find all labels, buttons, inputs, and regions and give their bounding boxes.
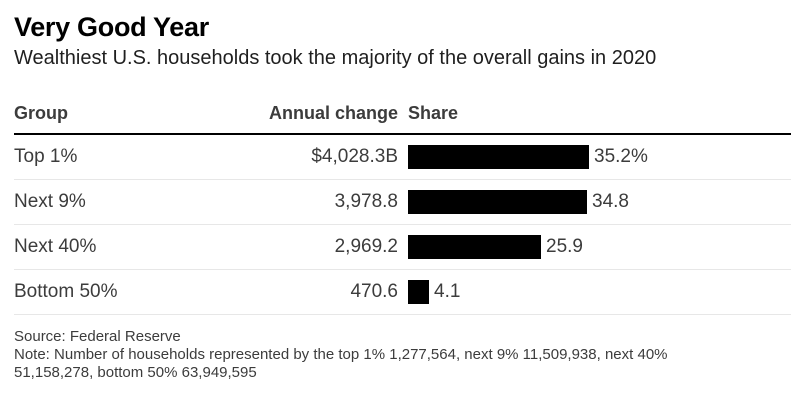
column-header-share: Share	[408, 103, 459, 123]
chart-subtitle: Wealthiest U.S. households took the majo…	[14, 47, 657, 69]
group-label: Top 1%	[14, 146, 78, 167]
annual-change-value: 3,978.8	[334, 191, 398, 212]
column-header-annual-change: Annual change	[268, 103, 398, 123]
share-value-label: 4.1	[434, 281, 461, 302]
share-bar	[408, 145, 589, 169]
chart-title: Very Good Year	[14, 12, 209, 42]
source-line: Source: Federal Reserve	[14, 328, 181, 345]
share-value-label: 34.8	[592, 191, 629, 212]
data-table: Group Annual change Share Top 1% $4,028.…	[14, 97, 791, 315]
share-cell: 4.1	[408, 280, 791, 304]
share-bar	[408, 190, 587, 214]
share-cell: 35.2%	[408, 145, 791, 169]
group-label: Bottom 50%	[14, 281, 118, 302]
share-cell: 34.8	[408, 190, 791, 214]
share-value-label: 25.9	[546, 236, 583, 257]
group-label: Next 9%	[14, 191, 86, 212]
table-row: Next 40% 2,969.2 25.9	[14, 225, 791, 270]
column-header-group: Group	[14, 103, 68, 123]
group-label: Next 40%	[14, 236, 97, 257]
table-row: Next 9% 3,978.8 34.8	[14, 180, 791, 225]
table-row: Top 1% $4,028.3B 35.2%	[14, 135, 791, 180]
annual-change-value: 2,969.2	[334, 236, 398, 257]
chart-footer: Source: Federal Reserve Note: Number of …	[14, 328, 790, 382]
annual-change-value: 470.6	[350, 281, 398, 302]
table-header-row: Group Annual change Share	[14, 97, 791, 135]
share-value-label: 35.2%	[594, 146, 648, 167]
share-bar	[408, 280, 429, 304]
share-cell: 25.9	[408, 235, 791, 259]
note-line: Note: Number of households represented b…	[14, 346, 668, 381]
share-bar	[408, 235, 541, 259]
annual-change-value: $4,028.3B	[311, 146, 398, 167]
table-row: Bottom 50% 470.6 4.1	[14, 270, 791, 315]
